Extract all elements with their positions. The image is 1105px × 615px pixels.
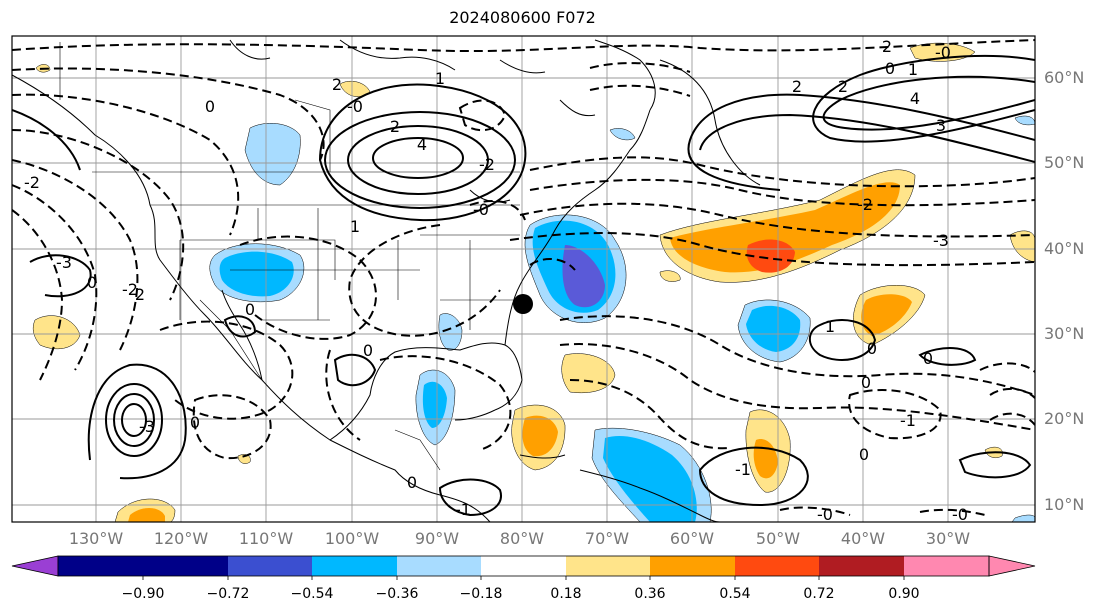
colorbar-tick-label: 0.36 — [634, 586, 666, 602]
colorbar-segment — [481, 556, 566, 576]
contour-label: -2 — [24, 173, 40, 192]
contour-label: 0 — [407, 473, 417, 492]
contour-label: -0 — [935, 43, 951, 62]
colorbar-tick-label: −0.54 — [290, 586, 334, 602]
lat-label: 50°N — [1044, 153, 1085, 172]
contour-label: 0 — [885, 59, 895, 78]
contour-label: -0 — [347, 97, 363, 116]
graticule — [12, 36, 1035, 522]
contour-label: 1 — [435, 69, 445, 88]
contour-label: -3 — [933, 231, 949, 250]
contour-label: -3 — [139, 417, 155, 436]
contour-label: 2 — [882, 37, 892, 56]
lon-label: 50°W — [755, 529, 801, 548]
contour-label: 2 — [135, 285, 145, 304]
map-frame — [11, 35, 1036, 523]
contour-label: 0 — [190, 413, 200, 432]
colorbar-tick-label: −0.72 — [206, 586, 250, 602]
lon-label: 90°W — [414, 529, 460, 548]
colorbar-segment — [312, 556, 397, 576]
contour-label: 2 — [332, 75, 342, 94]
map-title: 2024080600 F072 — [449, 8, 596, 27]
colorbar-tick-label: −0.36 — [375, 586, 419, 602]
lon-label: 80°W — [499, 529, 545, 548]
lon-label: 30°W — [925, 529, 971, 548]
contour-label: 1 — [825, 317, 835, 336]
lon-label: 110°W — [238, 529, 294, 548]
contour-label: 2 — [792, 77, 802, 96]
contour-label: -1 — [455, 500, 471, 519]
lat-label: 60°N — [1044, 68, 1085, 87]
colorbar-extend-high — [988, 555, 1036, 577]
contour-label: -1 — [735, 460, 751, 479]
colorbar-segment — [566, 556, 650, 576]
lon-label: 40°W — [840, 529, 886, 548]
contour-label: -2 — [122, 280, 138, 299]
contour-label: 0 — [87, 273, 97, 292]
colorbar-segment — [735, 556, 819, 576]
contour-label: 1 — [350, 217, 360, 236]
colorbar-segment — [650, 556, 735, 576]
contour-labels: 4 4 3 -3 -3 2 2 2 2 2 2 1 1 1 1 0 0 -0 0… — [24, 37, 968, 524]
contour-label: 0 — [859, 445, 869, 464]
contour-label: -0 — [817, 505, 833, 524]
contour-label: 0 — [245, 300, 255, 319]
colorbar-segment — [819, 556, 904, 576]
contour-label: -0 — [473, 200, 489, 219]
contour-label: 0 — [363, 341, 373, 360]
lon-label: 100°W — [324, 529, 380, 548]
lon-label: 70°W — [584, 529, 630, 548]
contour-label: 2 — [390, 117, 400, 136]
contour-label: -3 — [56, 253, 72, 272]
lon-label: 120°W — [153, 529, 209, 548]
contour-label: 0 — [861, 373, 871, 392]
contour-label: -0 — [952, 505, 968, 524]
colorbar-tick-label: −0.18 — [459, 586, 503, 602]
colorbar-segment — [58, 556, 143, 576]
shaded-anomalies — [32, 42, 1035, 522]
station-dot — [513, 294, 533, 314]
colorbar-tick-label: 0.72 — [803, 586, 835, 602]
contours-negative — [12, 39, 1035, 516]
coastlines — [12, 39, 761, 522]
colorbar-tick-label: −0.90 — [121, 586, 165, 602]
colorbar-segment — [228, 556, 312, 576]
contour-label: 4 — [910, 89, 920, 108]
lat-label: 10°N — [1044, 495, 1085, 514]
contour-label: -2 — [479, 155, 495, 174]
colorbar-tick-label: 0.18 — [550, 586, 582, 602]
lon-label: 60°W — [669, 529, 715, 548]
lat-label: 20°N — [1044, 409, 1085, 428]
contour-label: 1 — [908, 60, 918, 79]
lat-label: 40°N — [1044, 239, 1085, 258]
contour-label: 2 — [838, 77, 848, 96]
political-borders — [59, 42, 520, 471]
contour-label: 4 — [417, 135, 427, 154]
contours-positive — [12, 54, 1035, 517]
contour-label: 0 — [867, 339, 877, 358]
colorbar-tick-label: 0.54 — [719, 586, 751, 602]
lon-label: 130°W — [68, 529, 124, 548]
colorbar-segment — [143, 556, 228, 576]
colorbar — [11, 555, 1036, 580]
colorbar-tick-label: 0.90 — [888, 586, 920, 602]
contour-label: 0 — [923, 349, 933, 368]
contour-label: -1 — [900, 411, 916, 430]
lat-label: 30°N — [1044, 324, 1085, 343]
colorbar-extend-low — [11, 555, 59, 577]
contour-label: 3 — [936, 116, 946, 135]
colorbar-segment — [904, 556, 989, 576]
colorbar-segment — [397, 556, 481, 576]
contour-label: -2 — [857, 195, 873, 214]
negative-anomaly-region — [244, 123, 301, 186]
contour-label: 0 — [205, 97, 215, 116]
